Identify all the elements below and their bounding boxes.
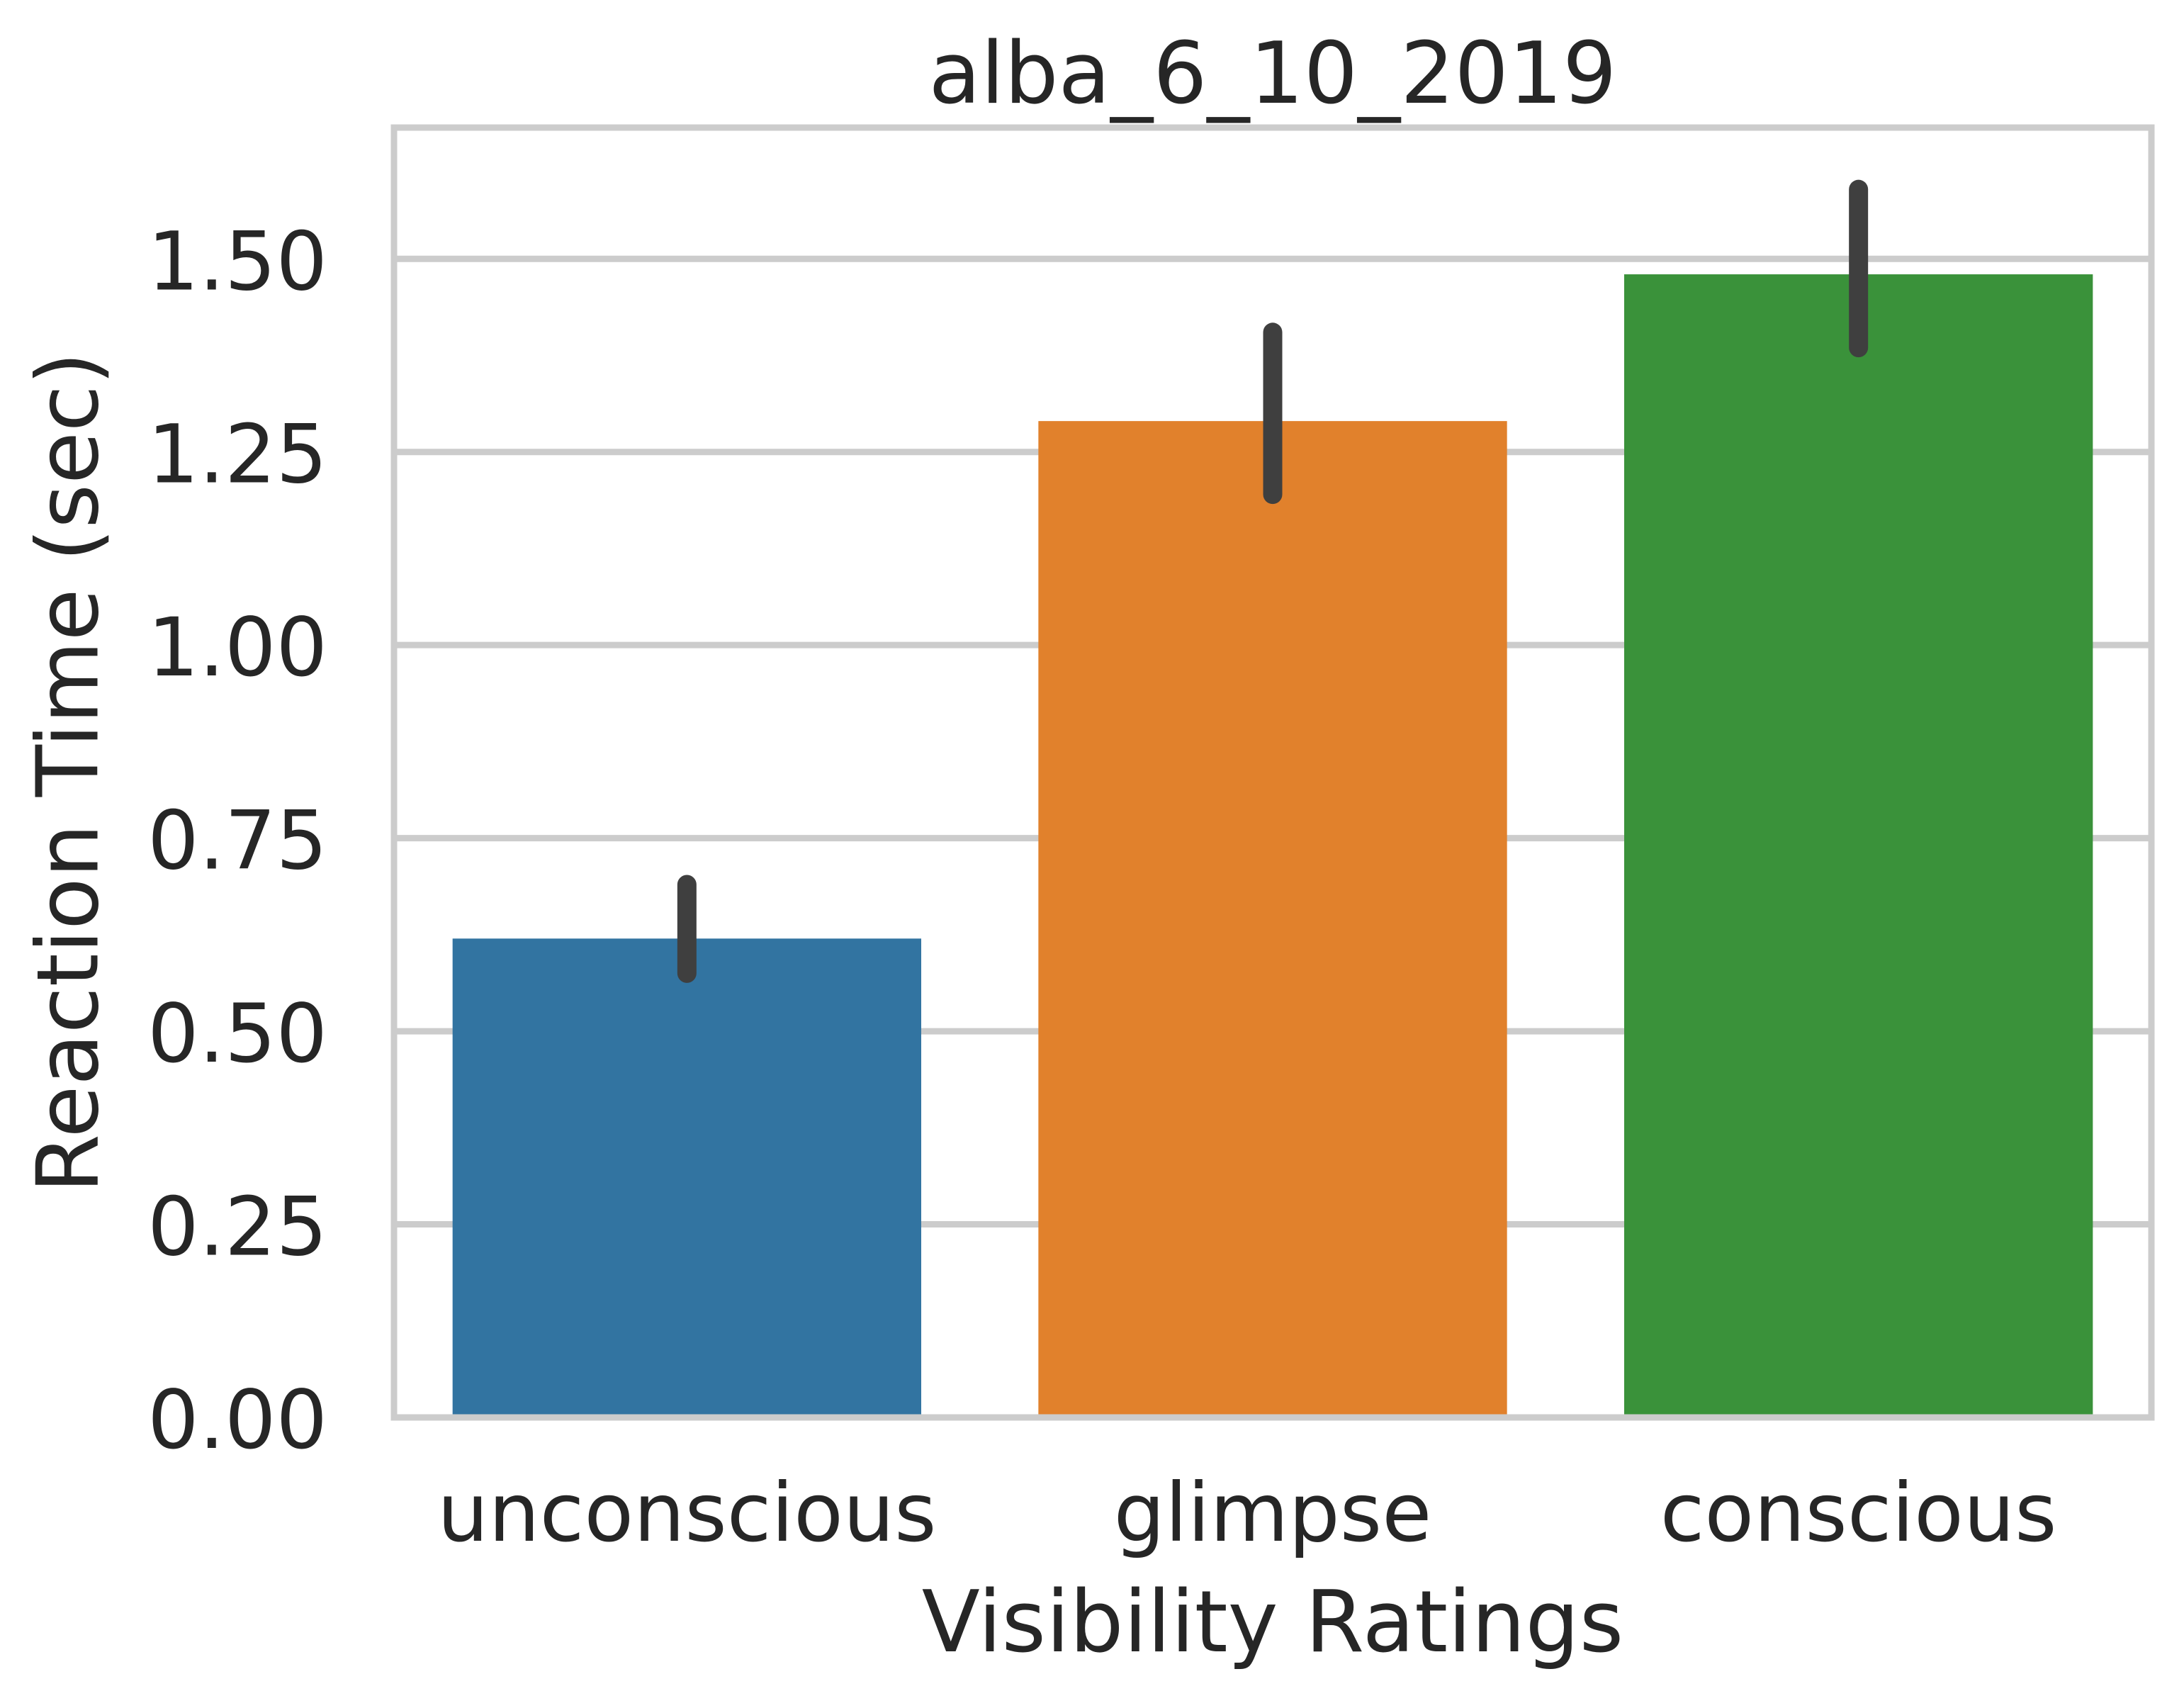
- bar-glimpse: [1038, 421, 1507, 1417]
- y-tick-label: 1.00: [147, 600, 327, 695]
- x-tick-label: glimpse: [1114, 1466, 1432, 1560]
- y-tick-label: 0.50: [147, 987, 327, 1081]
- bars: [452, 274, 2093, 1417]
- x-tick-labels: unconscious glimpse conscious: [437, 1466, 2056, 1560]
- y-tick-labels: 0.00 0.25 0.50 0.75 1.00 1.25 1.50: [147, 214, 327, 1467]
- y-axis-label: Reaction Time (sec): [20, 352, 118, 1193]
- y-tick-label: 1.25: [147, 408, 327, 502]
- bar-unconscious: [452, 938, 921, 1417]
- y-tick-label: 0.75: [147, 794, 327, 888]
- x-tick-label: conscious: [1660, 1466, 2057, 1560]
- y-tick-label: 1.50: [147, 214, 327, 308]
- x-tick-label: unconscious: [437, 1466, 936, 1560]
- y-tick-label: 0.25: [147, 1180, 327, 1274]
- x-axis-label: Visibility Ratings: [922, 1573, 1623, 1672]
- plot-frame: [390, 124, 2155, 1421]
- error-bars: [677, 179, 1869, 983]
- bar-conscious: [1624, 274, 2093, 1417]
- y-tick-label: 0.00: [147, 1373, 327, 1467]
- chart-title: alba_6_10_2019: [928, 25, 1616, 123]
